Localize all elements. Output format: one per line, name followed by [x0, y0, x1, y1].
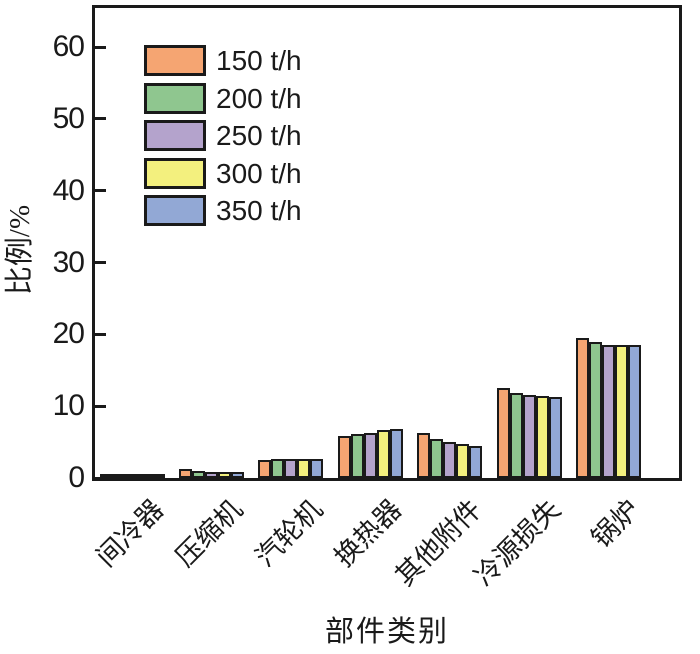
bar [125, 474, 139, 478]
legend-label: 300 t/h [216, 157, 302, 189]
bar [417, 432, 431, 478]
bar [204, 471, 218, 478]
y-tick-label: 20 [52, 317, 85, 351]
bar [191, 470, 205, 478]
bar [112, 474, 126, 478]
legend-swatch [144, 157, 206, 189]
legend-label: 250 t/h [216, 120, 302, 151]
bars-container [95, 8, 679, 478]
bar [284, 459, 298, 478]
bar [601, 344, 615, 478]
bar [217, 472, 231, 478]
bar [535, 396, 549, 478]
bar [522, 394, 536, 478]
bar [548, 396, 562, 478]
bar [138, 474, 152, 478]
legend-swatch [144, 45, 206, 76]
bar [509, 392, 523, 478]
bar [588, 341, 602, 478]
y-tick-label: 40 [52, 173, 85, 207]
y-tick-label: 0 [68, 461, 85, 494]
y-tick-mark [95, 45, 106, 49]
bar [456, 444, 470, 478]
bar [230, 472, 244, 478]
bar [376, 430, 390, 478]
bar [389, 429, 403, 478]
bar [350, 433, 364, 478]
y-tick-mark [95, 261, 106, 264]
bar [99, 473, 113, 478]
bar [469, 445, 483, 478]
x-axis-title: 部件类别 [324, 616, 449, 648]
bar [430, 438, 444, 478]
legend-swatch [144, 195, 206, 226]
bar [337, 435, 351, 478]
y-tick-label: 30 [52, 245, 85, 279]
y-tick-mark [95, 189, 106, 193]
legend-swatch [144, 82, 206, 114]
bar [297, 459, 311, 478]
bar [614, 344, 628, 478]
y-tick-mark [95, 404, 106, 408]
bar [151, 474, 165, 478]
bar [496, 388, 510, 478]
bar [575, 338, 589, 478]
legend-label: 350 t/h [216, 195, 302, 226]
bar [310, 459, 324, 478]
bar [271, 459, 285, 478]
y-tick-mark [95, 332, 106, 336]
y-tick-mark [95, 476, 106, 480]
y-tick-label: 60 [52, 30, 85, 63]
bar [443, 441, 457, 478]
bar [258, 460, 272, 478]
y-tick-mark [95, 117, 106, 121]
y-tick-label: 50 [52, 101, 85, 135]
legend-label: 200 t/h [216, 82, 302, 114]
bar [178, 468, 192, 478]
bar [363, 432, 377, 478]
y-tick-label: 10 [52, 389, 85, 423]
legend-label: 150 t/h [216, 45, 302, 76]
bar [627, 345, 641, 478]
legend-swatch [144, 120, 206, 151]
